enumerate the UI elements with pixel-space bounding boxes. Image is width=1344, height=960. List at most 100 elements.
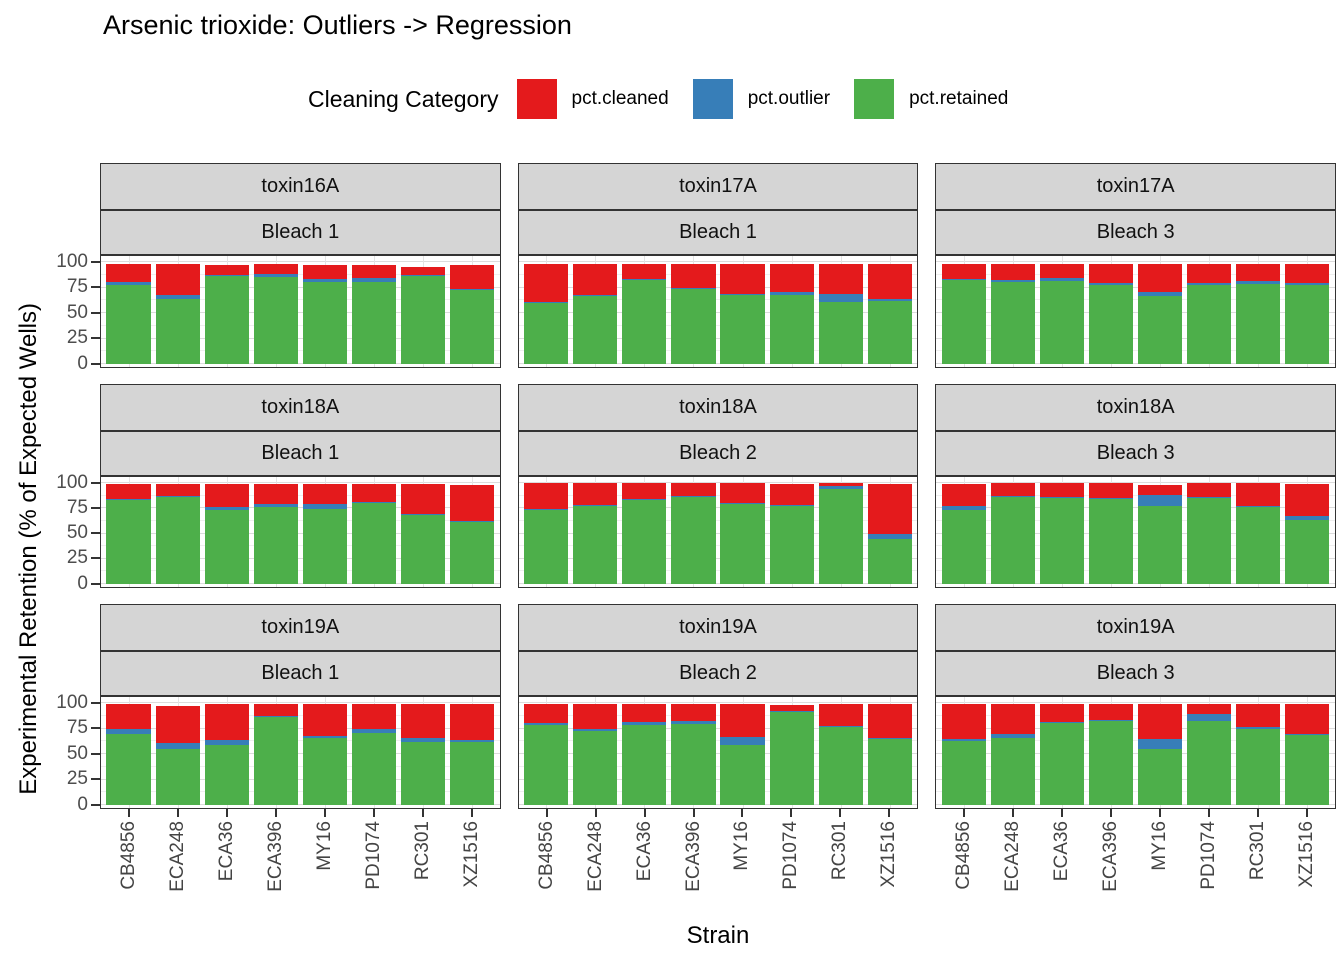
bar-slot-ECA396	[669, 702, 718, 805]
gridline-major	[518, 312, 918, 313]
y-tick-mark	[91, 311, 100, 314]
strip-toxin-label: toxin17A	[1096, 175, 1175, 197]
stacked-bar-ECA248	[155, 264, 200, 364]
bar-segment-pct.cleaned	[867, 484, 912, 534]
facet-cell-toxin19A-Bleach1: toxin19A Bleach 1 100 75 50 25 0 CB4856 ECA248 EC…	[56, 604, 501, 892]
stacked-bar-CB4856	[941, 484, 986, 584]
bar-segment-pct.outlier	[818, 726, 863, 728]
y-tick-label: 75	[66, 717, 88, 738]
bar-segment-pct.retained	[106, 733, 151, 805]
stacked-bar-XZ1516	[1285, 484, 1330, 584]
gridline-minor	[518, 299, 918, 301]
bar-segment-pct.retained	[1187, 721, 1232, 805]
bar-segment-pct.cleaned	[1089, 264, 1134, 284]
bar-segment-pct.cleaned	[155, 264, 200, 295]
bar-slot-MY16	[300, 261, 349, 364]
legend-swatch-pct.retained	[854, 79, 895, 119]
gridline-major	[101, 363, 500, 364]
gridline-major	[518, 286, 918, 288]
legend-item-pct.cleaned: pct.cleaned	[516, 79, 669, 119]
facet-cell-toxin19A-Bleach2: toxin19A Bleach 2 CB4856 ECA248 ECA36 ECA396 M…	[517, 604, 919, 892]
stacked-bar-CB4856	[524, 483, 569, 584]
bar-slot-ECA396	[669, 482, 718, 584]
bar-segment-pct.cleaned	[253, 704, 298, 717]
bar-slot-ECA36	[202, 702, 251, 805]
bar-segment-pct.outlier	[302, 504, 347, 510]
facet-panel	[517, 255, 919, 368]
legend-item-pct.outlier: pct.outlier	[692, 79, 830, 119]
bar-slot-RC301	[816, 261, 865, 364]
stacked-bar-ECA36	[622, 264, 667, 364]
y-tick-mark	[91, 582, 100, 585]
bar-slot-CB4856	[939, 702, 988, 805]
y-tick-mark	[91, 506, 100, 509]
bar-segment-pct.retained	[990, 737, 1036, 805]
gridline-minor	[101, 350, 500, 352]
bar-segment-pct.retained	[253, 507, 298, 584]
stacked-bar-MY16	[302, 704, 347, 805]
gridline-minor	[518, 494, 918, 496]
strip-toxin-label: toxin19A	[679, 616, 757, 638]
gridline-major	[101, 583, 500, 584]
gridline-minor	[936, 714, 1335, 716]
bar-slot-ECA248	[988, 702, 1037, 805]
bar-segment-pct.retained	[106, 500, 151, 584]
x-tick-label-MY16: MY16	[731, 821, 753, 871]
bar-segment-pct.outlier	[400, 737, 446, 742]
stacked-bar-RC301	[400, 267, 446, 364]
x-tick-label-MY16: MY16	[1149, 821, 1171, 871]
bar-segment-pct.outlier	[524, 301, 569, 303]
stacked-bar-ECA396	[1089, 264, 1134, 364]
strip-toxin: toxin16A	[100, 163, 501, 210]
bar-slot-ECA36	[1037, 261, 1086, 364]
gridline-minor	[101, 519, 500, 521]
x-tick-mark	[1159, 809, 1162, 817]
bar-segment-pct.cleaned	[204, 265, 249, 276]
bar-segment-pct.cleaned	[769, 705, 814, 712]
bar-segment-pct.outlier	[720, 736, 765, 745]
facet-cell-toxin18A-Bleach1: toxin18A Bleach 1 100 75 50 25 0	[56, 384, 501, 594]
bar-segment-pct.retained	[671, 288, 716, 364]
bar-segment-pct.retained	[671, 497, 716, 584]
bar-segment-pct.retained	[524, 725, 569, 805]
bar-segment-pct.outlier	[253, 716, 298, 718]
bar-segment-pct.retained	[769, 506, 814, 584]
bar-segment-pct.retained	[1187, 498, 1232, 584]
facet-panel	[517, 696, 919, 809]
bar-segment-pct.retained	[155, 748, 200, 805]
bar-segment-pct.outlier	[351, 278, 396, 283]
bar-segment-pct.retained	[1089, 285, 1134, 364]
bar-segment-pct.outlier	[302, 735, 347, 738]
x-tick-label-XZ1516: XZ1516	[460, 821, 482, 888]
strip-bleach-label: Bleach 3	[1096, 221, 1175, 243]
bar-segment-pct.outlier	[1236, 506, 1281, 508]
gridline-minor	[101, 765, 500, 767]
gridline-major	[936, 532, 1335, 534]
bar-segment-pct.retained	[867, 538, 912, 584]
stacked-bar-PD1074	[351, 265, 396, 364]
bar-segment-pct.cleaned	[302, 265, 347, 280]
legend-label: pct.retained	[909, 88, 1009, 109]
gridline-minor	[936, 570, 1335, 572]
gridline-major	[518, 532, 918, 534]
strip-bleach-label: Bleach 1	[261, 442, 340, 464]
stacked-bar-ECA248	[155, 484, 200, 584]
gridline-minor	[101, 545, 500, 547]
stacked-bar-ECA248	[573, 264, 618, 364]
bar-segment-pct.cleaned	[622, 264, 667, 280]
bar-segment-pct.cleaned	[400, 704, 446, 738]
x-tick-mark	[741, 809, 744, 817]
x-tick-mark	[692, 809, 695, 817]
bar-slot-RC301	[398, 261, 447, 364]
bar-segment-pct.outlier	[671, 721, 716, 725]
bar-slot-MY16	[1136, 482, 1185, 584]
y-tick-label: 100	[56, 691, 88, 713]
bar-segment-pct.retained	[1187, 285, 1232, 364]
y-tick-mark	[91, 701, 100, 704]
stacked-bar-RC301	[1236, 704, 1281, 805]
bar-segment-pct.outlier	[1089, 720, 1134, 722]
strip-bleach-label: Bleach 1	[261, 221, 340, 243]
gridline-major	[518, 727, 918, 729]
bar-segment-pct.cleaned	[450, 704, 495, 740]
bar-segment-pct.cleaned	[671, 704, 716, 722]
